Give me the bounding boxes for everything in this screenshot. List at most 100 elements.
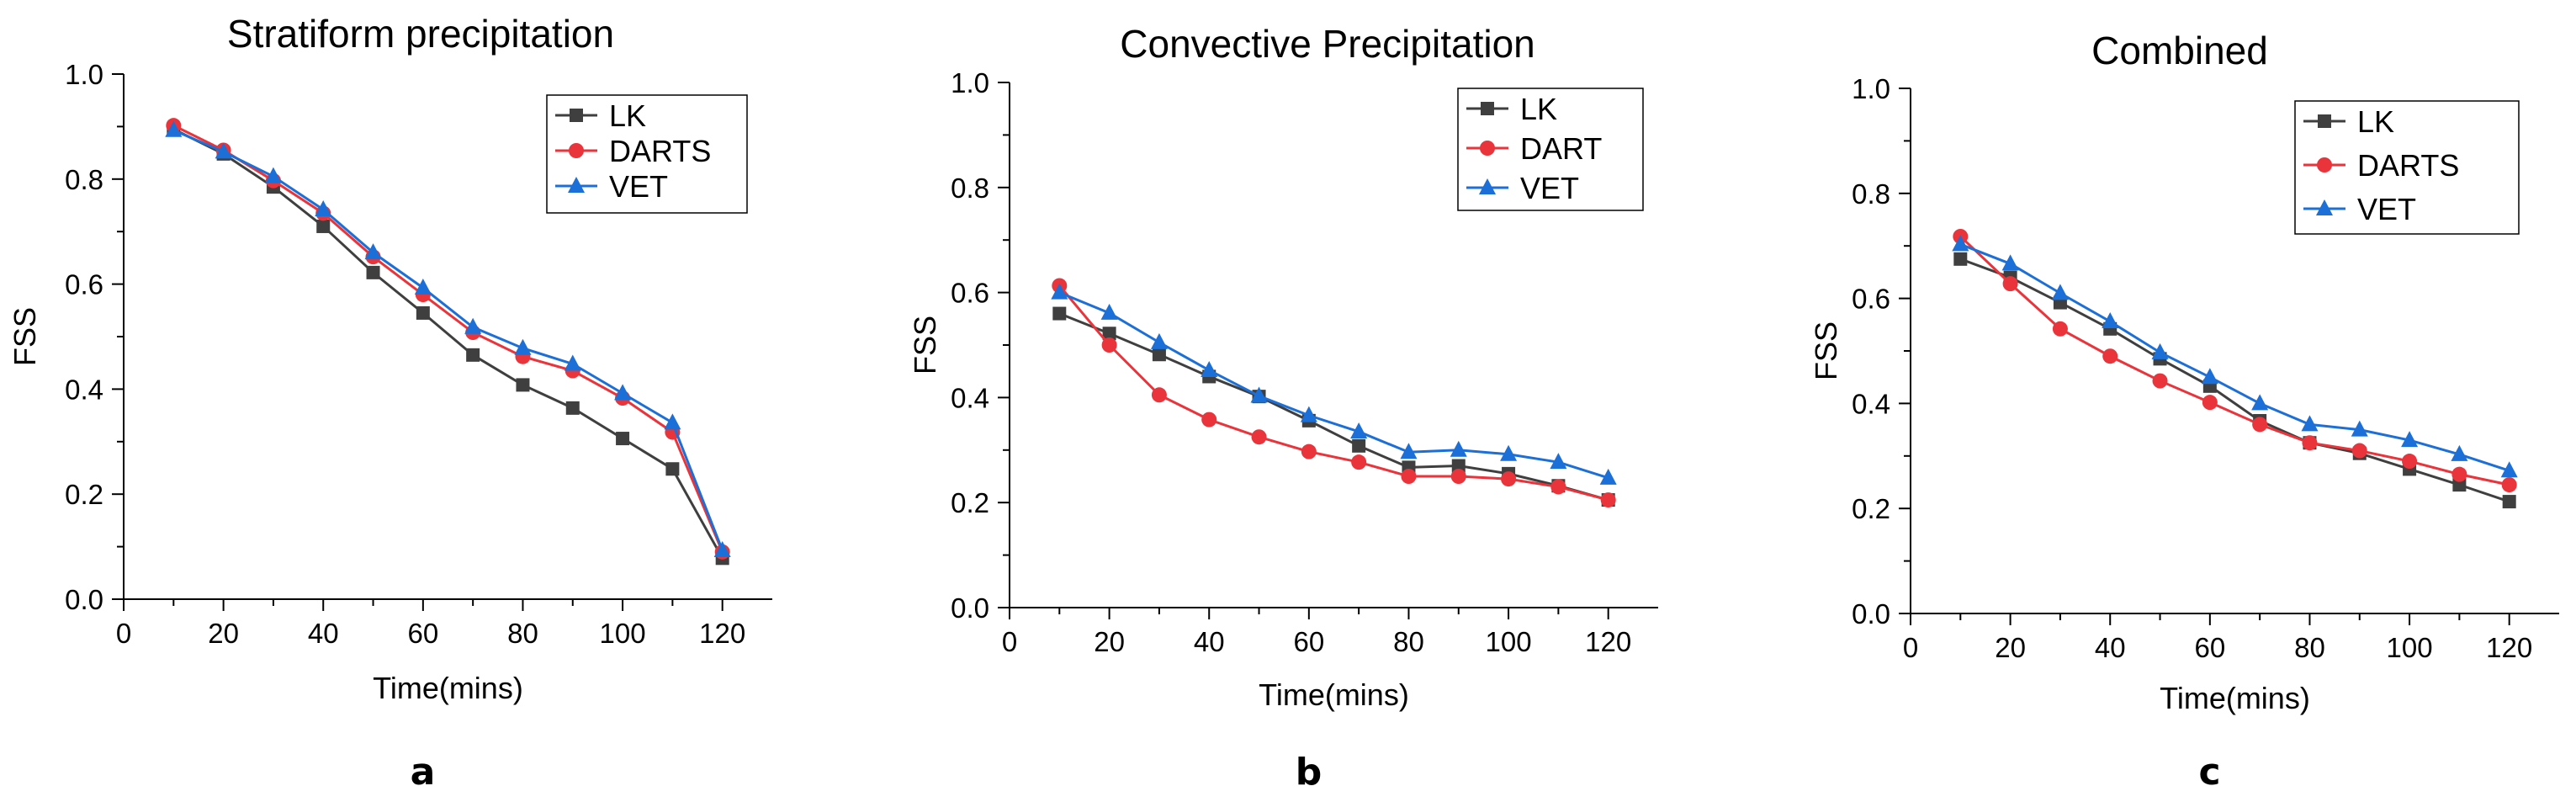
data-point — [1401, 469, 1417, 484]
data-point — [2301, 415, 2319, 432]
data-point — [316, 219, 331, 233]
y-tick-label: 0.2 — [65, 479, 103, 510]
series-line — [1058, 291, 1609, 480]
chart-panel-a: Stratiform precipitation 0 20 40 60 80 100 120 0… — [8, 12, 772, 794]
x-tick-label: 20 — [1995, 632, 2026, 663]
x-axis-label: Time(mins) — [2160, 681, 2310, 715]
y-tick-label: 1.0 — [65, 59, 103, 90]
data-point — [215, 142, 232, 159]
data-point — [366, 265, 380, 279]
y-tick-label: 0.6 — [65, 269, 103, 300]
y-tick-label: 0.2 — [1852, 493, 1890, 524]
data-point — [1952, 235, 1969, 252]
data-point — [1550, 479, 1566, 495]
data-point — [1101, 337, 1117, 353]
data-point — [2152, 373, 2168, 389]
legend-marker — [569, 143, 584, 158]
data-point — [1600, 492, 1616, 508]
legend-marker — [2318, 114, 2331, 128]
data-point — [1550, 453, 1567, 470]
data-point — [2501, 477, 2517, 493]
data-point — [1450, 469, 1466, 484]
series-lk — [1052, 306, 1615, 507]
data-point — [1100, 303, 1118, 320]
data-point — [1450, 440, 1467, 457]
data-point — [2401, 431, 2419, 448]
legend-marker — [1480, 141, 1495, 156]
data-point — [2502, 495, 2516, 509]
y-axis-label: FSS — [1809, 321, 1843, 380]
series-line — [1959, 235, 2510, 486]
data-point — [1102, 327, 1116, 341]
data-point — [2302, 435, 2318, 451]
data-point — [1599, 468, 1617, 485]
y-tick-label: 0.0 — [65, 584, 103, 615]
y-tick-label: 1.0 — [1852, 73, 1890, 104]
data-point — [264, 167, 282, 183]
data-point — [414, 278, 432, 295]
data-point — [2201, 368, 2218, 385]
data-point — [565, 401, 580, 415]
data-point — [2452, 478, 2467, 492]
x-tick-label: 80 — [2294, 632, 2325, 663]
y-axis-label: FSS — [8, 307, 42, 366]
data-point — [1352, 438, 1366, 453]
x-tick-label: 120 — [1585, 626, 1631, 657]
series-line — [172, 129, 724, 551]
data-point — [2002, 276, 2018, 292]
data-point — [2151, 343, 2169, 359]
series-darts — [1953, 228, 2517, 493]
data-point — [1152, 348, 1166, 362]
series-vet — [165, 120, 731, 557]
data-point — [516, 378, 530, 392]
x-tick-label: 40 — [1194, 626, 1225, 657]
x-tick-label: 100 — [600, 618, 646, 649]
chart-panel-b: Convective Precipitation 0 20 40 60 80 100 120 0… — [908, 22, 1658, 794]
x-axis-label: Time(mins) — [1259, 677, 1409, 712]
series-dart — [1052, 278, 1616, 508]
data-point — [1251, 429, 1267, 445]
data-point — [1351, 454, 1367, 470]
data-point — [2102, 348, 2118, 364]
data-point — [464, 317, 482, 334]
chart-title: Stratiform precipitation — [227, 12, 614, 56]
legend-box — [2294, 100, 2520, 235]
y-tick-label: 0.6 — [951, 278, 989, 309]
legend-marker — [568, 177, 585, 193]
legend-label: LK — [1520, 92, 1557, 126]
y-axis-label: FSS — [908, 316, 942, 374]
data-point — [2202, 395, 2218, 411]
x-tick-label: 60 — [2194, 632, 2225, 663]
x-tick-label: 100 — [1486, 626, 1532, 657]
data-point — [664, 413, 681, 430]
legend-label: VET — [609, 169, 668, 204]
x-tick-label: 120 — [699, 618, 745, 649]
legend-label: DART — [1520, 131, 1602, 166]
data-point — [2500, 461, 2518, 478]
legend-marker — [2316, 199, 2333, 215]
data-point — [364, 243, 382, 260]
data-point — [665, 462, 680, 476]
series-line — [172, 124, 724, 553]
data-point — [1451, 459, 1466, 473]
data-point — [165, 120, 183, 137]
legend: LK DARTS VET — [2294, 100, 2520, 235]
series-line — [1959, 258, 2510, 503]
data-point — [1151, 387, 1167, 403]
x-tick-label: 0 — [1903, 632, 1918, 663]
series-lk — [1953, 252, 2516, 509]
legend-marker — [570, 109, 583, 122]
chart-title: Combined — [2091, 29, 2268, 72]
chart-panel-c: Combined 0 20 40 60 80 100 120 0.0 0.2 0.4 0.6 0.8 1.… — [1809, 29, 2559, 794]
legend-label: DARTS — [609, 134, 711, 168]
data-point — [616, 432, 630, 446]
series-vet — [1952, 235, 2518, 478]
data-point — [416, 305, 430, 320]
y-tick-label: 0.4 — [65, 374, 103, 405]
data-point — [2102, 312, 2119, 329]
y-tick-label: 0.8 — [1852, 178, 1890, 210]
legend-label: LK — [2357, 104, 2394, 139]
x-tick-label: 80 — [1393, 626, 1424, 657]
data-point — [1300, 406, 1317, 422]
